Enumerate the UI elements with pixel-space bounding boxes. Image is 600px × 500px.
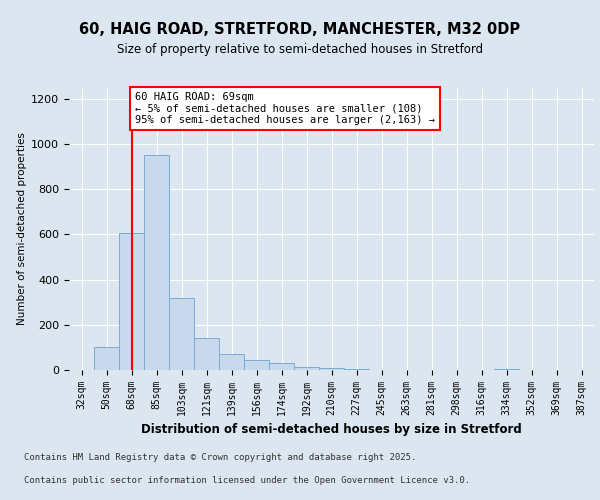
Bar <box>319 368 344 370</box>
Bar <box>219 354 244 370</box>
Text: Size of property relative to semi-detached houses in Stretford: Size of property relative to semi-detach… <box>117 42 483 56</box>
Bar <box>494 369 519 370</box>
Bar <box>169 298 194 370</box>
Bar <box>119 234 144 370</box>
Bar <box>294 366 319 370</box>
Text: Contains public sector information licensed under the Open Government Licence v3: Contains public sector information licen… <box>24 476 470 485</box>
Bar <box>194 338 219 370</box>
Text: Contains HM Land Registry data © Crown copyright and database right 2025.: Contains HM Land Registry data © Crown c… <box>24 454 416 462</box>
X-axis label: Distribution of semi-detached houses by size in Stretford: Distribution of semi-detached houses by … <box>141 424 522 436</box>
Bar <box>94 348 119 370</box>
Y-axis label: Number of semi-detached properties: Number of semi-detached properties <box>17 132 27 325</box>
Text: 60 HAIG ROAD: 69sqm
← 5% of semi-detached houses are smaller (108)
95% of semi-d: 60 HAIG ROAD: 69sqm ← 5% of semi-detache… <box>135 92 435 125</box>
Bar <box>269 363 294 370</box>
Text: 60, HAIG ROAD, STRETFORD, MANCHESTER, M32 0DP: 60, HAIG ROAD, STRETFORD, MANCHESTER, M3… <box>79 22 521 38</box>
Bar <box>244 360 269 370</box>
Bar <box>144 156 169 370</box>
